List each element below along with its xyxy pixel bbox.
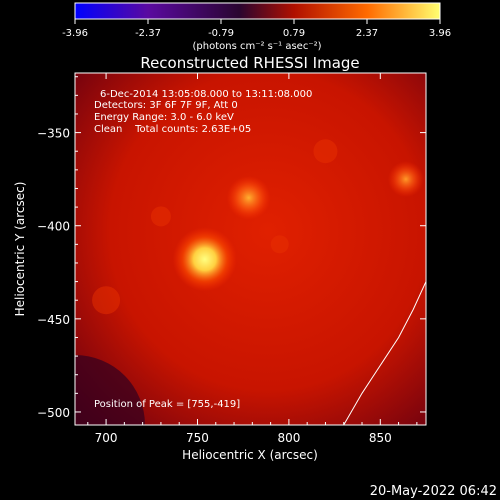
x-axis-ticks: 700 750 800 850 (87, 73, 418, 445)
info-block: 6-Dec-2014 13:05:08.000 to 13:11:08.000 … (94, 89, 312, 135)
y-axis-label: Heliocentric Y (arcsec) (13, 182, 27, 317)
sources-layer (75, 139, 424, 425)
y-tick-label: −450 (37, 313, 70, 327)
faint-source-blob (150, 206, 171, 227)
colorbar-tick-label: 3.96 (429, 28, 451, 39)
colorbar-tick-label: 0.79 (283, 28, 305, 39)
solar-limb-curve (343, 281, 426, 425)
faint-source-blob (92, 286, 121, 315)
y-tick-label: −400 (37, 220, 70, 234)
info-time: 6-Dec-2014 13:05:08.000 to 13:11:08.000 (100, 89, 312, 100)
peak-position-label: Position of Peak = [755,-419] (94, 399, 240, 410)
source-blob (172, 227, 237, 292)
plot-title: Reconstructed RHESSI Image (140, 54, 359, 72)
info-clean: Clean Total counts: 2.63E+05 (94, 124, 251, 135)
y-axis-ticks: −350 −400 −450 −500 (37, 76, 426, 420)
x-tick-label: 750 (186, 431, 209, 445)
x-tick-label: 850 (369, 431, 392, 445)
colorbar-tick-label: -2.37 (135, 28, 161, 39)
x-axis-label: Heliocentric X (arcsec) (182, 448, 318, 462)
colorbar-ticks: -3.96 -2.37 -0.79 0.79 2.37 3.96 (62, 19, 451, 39)
source-blob (387, 161, 424, 198)
colorbar-gradient (74, 2, 441, 20)
x-tick-label: 800 (277, 431, 300, 445)
x-tick-label: 700 (95, 431, 118, 445)
faint-source-blob (313, 139, 338, 164)
colorbar-tick-label: -0.79 (208, 28, 234, 39)
y-tick-label: −500 (37, 406, 70, 420)
image-area (75, 73, 426, 425)
faint-source-blob (270, 235, 289, 254)
info-energy: Energy Range: 3.0 - 6.0 keV (94, 112, 234, 123)
y-tick-label: −350 (37, 127, 70, 141)
colorbar-tick-label: -3.96 (62, 28, 88, 39)
colorbar-tick-label: 2.37 (356, 28, 378, 39)
footer-date: 20-May-2022 06:42 (370, 484, 497, 499)
source-blob (226, 175, 271, 220)
dark-corner (75, 355, 145, 425)
colorbar-units: (photons cm⁻² s⁻¹ asec⁻²) (192, 41, 321, 52)
image-background (75, 73, 426, 425)
colorbar: -3.96 -2.37 -0.79 0.79 2.37 3.96 (photons cm⁻… (62, 2, 451, 52)
info-detectors: Detectors: 3F 6F 7F 9F, Att 0 (94, 100, 238, 111)
plot-frame (74, 72, 427, 426)
